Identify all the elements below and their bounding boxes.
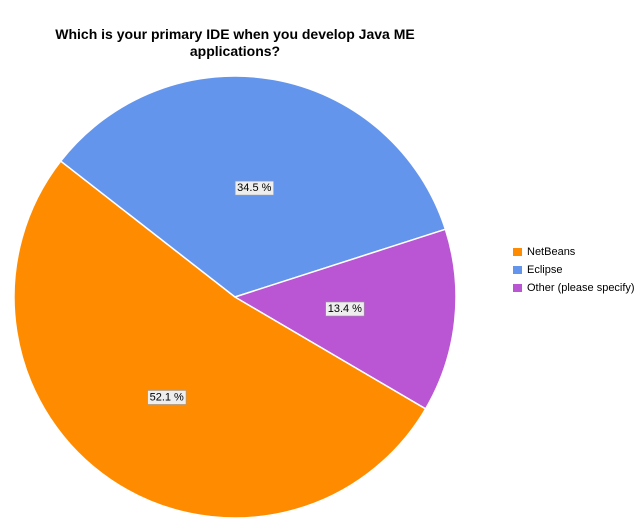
legend-swatch (513, 266, 522, 274)
value-label: 34.5 % (237, 182, 271, 194)
value-label-group: 52.1 % (147, 390, 187, 405)
legend-label: Other (please specify) (527, 282, 635, 294)
legend-swatch (513, 284, 522, 292)
value-label: 52.1 % (150, 391, 184, 403)
pie-slice (233, 228, 457, 410)
value-label-box (147, 390, 187, 405)
value-label: 13.4 % (328, 303, 362, 315)
value-label-box (234, 180, 274, 196)
value-label-group: 34.5 % (234, 180, 274, 196)
value-label-group: 13.4 % (325, 301, 365, 317)
pie-slice (13, 160, 427, 519)
legend-swatch (513, 248, 522, 256)
legend-label: Eclipse (527, 264, 562, 276)
chart-title: Which is your primary IDE when you devel… (55, 26, 415, 59)
legend-label: NetBeans (527, 246, 576, 258)
value-label-box (325, 301, 365, 317)
